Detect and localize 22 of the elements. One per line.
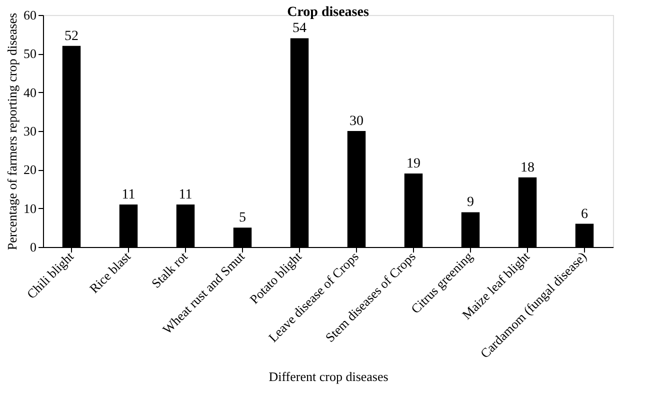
x-tick-label: Stalk rot: [148, 248, 191, 291]
y-tick-label: 20: [24, 162, 36, 178]
chart-title: Crop diseases: [287, 5, 370, 20]
x-axis-title: Different crop diseases: [268, 369, 388, 384]
data-label: 19: [406, 156, 420, 172]
y-tick-label: 60: [24, 8, 36, 22]
y-tick-label: 0: [30, 240, 36, 254]
data-label: 5: [239, 210, 246, 226]
data-label: 11: [178, 187, 192, 202]
y-tick-label: 30: [24, 124, 36, 138]
data-label: 9: [467, 195, 474, 210]
y-tick-label: 10: [24, 200, 36, 216]
data-label: 30: [350, 114, 364, 129]
data-label: 54: [292, 21, 306, 36]
y-axis-title: Percentage of farmers reporting crop diseases: [4, 12, 20, 250]
x-tick-label: Rice blast: [86, 248, 134, 296]
data-label: 6: [581, 206, 588, 222]
data-label: 52: [64, 28, 78, 44]
y-tick-label: 50: [24, 46, 36, 62]
data-label: 11: [122, 187, 136, 202]
data-label: 18: [520, 160, 534, 176]
y-tick-label: 40: [24, 84, 36, 100]
